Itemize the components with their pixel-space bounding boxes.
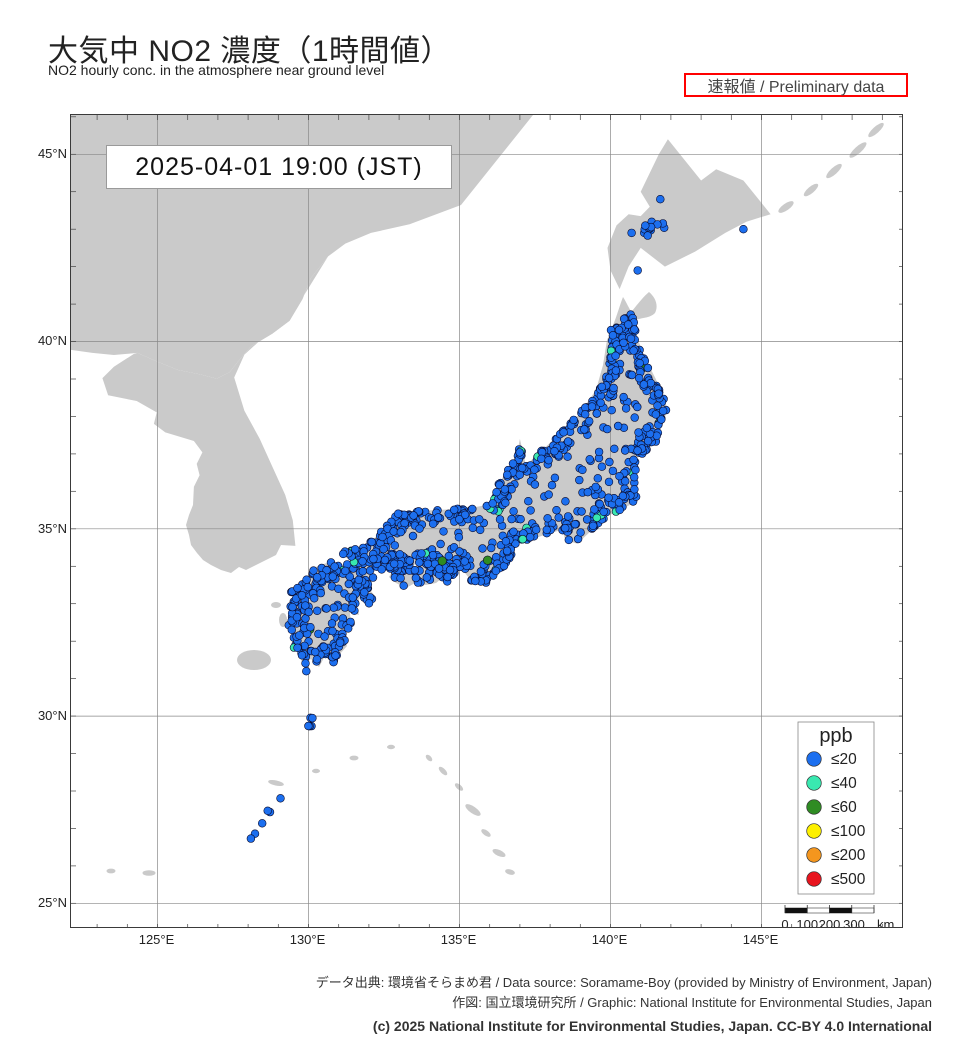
svg-text:300: 300 xyxy=(843,917,865,928)
svg-text:ppb: ppb xyxy=(819,725,852,747)
svg-text:0: 0 xyxy=(781,917,788,928)
svg-text:km: km xyxy=(877,917,894,928)
svg-text:≤20: ≤20 xyxy=(831,751,857,768)
svg-text:200: 200 xyxy=(819,917,841,928)
svg-text:≤200: ≤200 xyxy=(831,847,866,864)
svg-text:≤500: ≤500 xyxy=(831,871,866,888)
svg-text:≤40: ≤40 xyxy=(831,775,857,792)
svg-text:≤60: ≤60 xyxy=(831,799,857,816)
svg-text:100: 100 xyxy=(796,917,818,928)
svg-text:≤100: ≤100 xyxy=(831,823,866,840)
